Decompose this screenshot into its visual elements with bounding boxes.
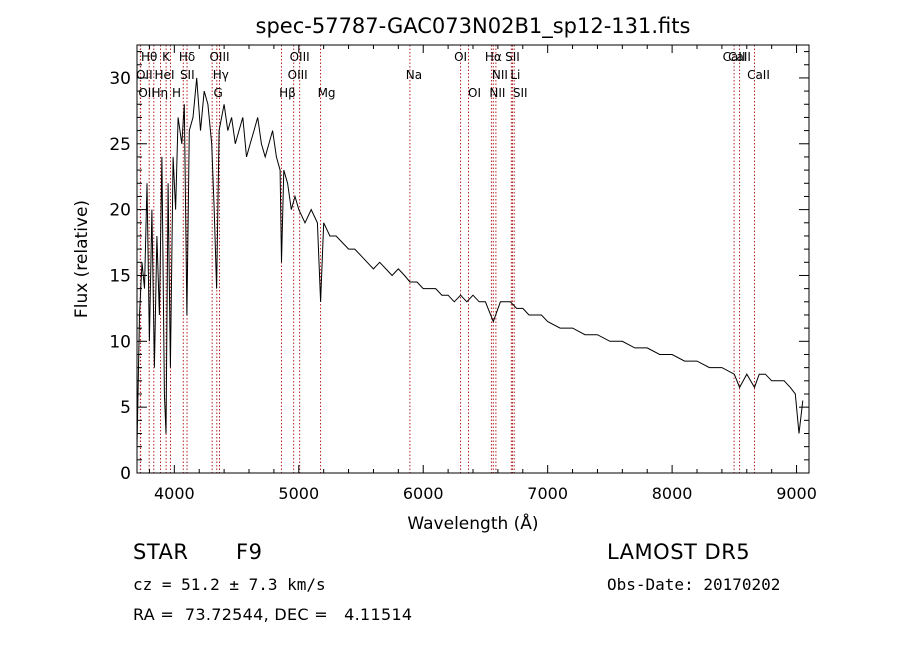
y-tick-label: 15 (109, 266, 131, 286)
x-tick-label: 8000 (652, 484, 693, 503)
marker-label: Hγ (213, 68, 229, 82)
marker-label: OI (454, 50, 467, 64)
marker-label: OIII (290, 50, 310, 64)
marker-label: G (214, 86, 223, 100)
marker-label: CaII (723, 50, 746, 64)
x-tick-label: 6000 (403, 484, 444, 503)
marker-label: SII (513, 86, 528, 100)
x-axis-label: Wavelength (Å) (407, 512, 538, 534)
marker-label: Mg (318, 86, 336, 100)
spectrum-line (136, 77, 804, 447)
object-class: STAR (133, 540, 189, 564)
x-axis-ticks: 4000 5000 6000 7000 8000 9000 (148, 45, 817, 503)
marker-label: H (172, 86, 181, 100)
marker-label: OI (468, 86, 481, 100)
coordinates: RA = 73.72544, DEC = 4.11514 (133, 605, 413, 624)
chart-title: spec-57787-GAC073N02B1_sp12-131.fits (256, 14, 691, 39)
marker-label: NII (489, 86, 505, 100)
y-tick-label: 25 (109, 135, 131, 155)
marker-label: OIII (288, 68, 308, 82)
observation-date: Obs-Date: 20170202 (607, 575, 781, 594)
redshift-velocity: cz = 51.2 ± 7.3 km/s (133, 575, 326, 594)
marker-label: OII (136, 68, 153, 82)
marker-label: CaII (747, 68, 770, 82)
y-tick-label: 20 (109, 201, 131, 221)
object-subclass: F9 (236, 540, 263, 564)
spectrum-chart: spec-57787-GAC073N02B1_sp12-131.fits Hθ K… (72, 14, 817, 534)
plot-frame (136, 44, 810, 474)
y-tick-label: 10 (109, 332, 131, 352)
marker-label: Li (510, 68, 520, 82)
y-tick-label: 30 (109, 69, 131, 89)
marker-label: Hδ (179, 50, 195, 64)
marker-label: OIII (209, 50, 229, 64)
marker-label: Hα (485, 50, 502, 64)
y-tick-label: 0 (120, 464, 131, 484)
marker-label: Hη (151, 86, 168, 100)
marker-label: SII (505, 50, 520, 64)
marker-label: NII (492, 68, 508, 82)
marker-label: Hβ (279, 86, 296, 100)
marker-label: K (162, 50, 171, 64)
x-tick-label: 4000 (154, 484, 195, 503)
marker-label: CaII (728, 50, 751, 64)
marker-label: Na (406, 68, 422, 82)
survey-name: LAMOST DR5 (607, 540, 751, 564)
x-tick-label: 5000 (278, 484, 319, 503)
y-axis-ticks: 0 5 10 15 20 25 30 (109, 51, 809, 484)
x-tick-label: 7000 (527, 484, 568, 503)
marker-label: Hθ (141, 50, 157, 64)
marker-label: OII (138, 86, 155, 100)
marker-label: HeI (155, 68, 175, 82)
x-tick-label: 9000 (776, 484, 817, 503)
y-axis-label: Flux (relative) (72, 200, 92, 318)
y-tick-label: 5 (120, 398, 131, 418)
marker-lines (139, 45, 755, 473)
marker-label: SII (180, 68, 195, 82)
